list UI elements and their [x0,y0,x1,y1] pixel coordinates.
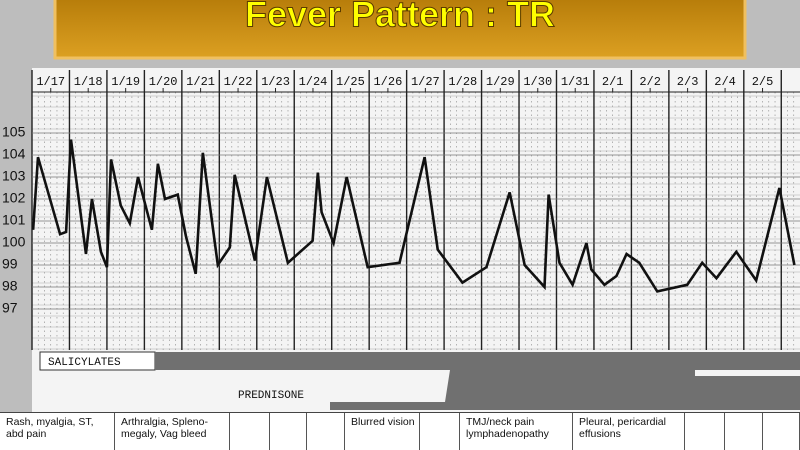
note-cell: Rash, myalgia, ST, abd pain [0,413,115,450]
note-cell-empty [763,413,800,450]
x-tick-label: 1/29 [486,75,515,89]
temperature-line [31,139,796,293]
y-tick-label: 97 [2,300,18,316]
y-tick-label: 98 [2,278,18,294]
x-tick-label: 2/4 [714,75,736,89]
salicylates-bar [155,352,800,370]
note-cell-empty [685,413,725,450]
x-tick-label: 2/5 [752,75,774,89]
x-tick-label: 1/17 [36,75,65,89]
title-banner [53,0,747,60]
note-cell: Blurred vision [345,413,420,450]
x-tick-label: 1/26 [373,75,402,89]
x-tick-label: 1/19 [111,75,140,89]
note-cell: TMJ/neck pain lymphadenopathy [460,413,573,450]
note-cell-empty [725,413,763,450]
x-tick-label: 1/18 [74,75,103,89]
y-tick-label: 101 [2,212,26,228]
x-tick-label: 1/27 [411,75,440,89]
note-cell: Arthralgia, Spleno-megaly, Vag bleed [115,413,230,450]
chart-title: Fever Pattern : TR [245,0,555,35]
x-tick-label: 1/22 [224,75,253,89]
x-tick-label: 1/30 [523,75,552,89]
notes-table: Rash, myalgia, ST, abd pain Arthralgia, … [0,412,800,450]
x-tick-label: 1/25 [336,75,365,89]
medication-label: SALICYLATES [48,357,121,369]
x-tick-label: 1/31 [561,75,590,89]
note-cell-empty [270,413,307,450]
x-tick-label: 1/28 [448,75,477,89]
x-tick-label: 2/3 [677,75,699,89]
x-tick-label: 1/24 [299,75,328,89]
x-tick-label: 1/23 [261,75,290,89]
note-cell-empty [230,413,270,450]
y-tick-label: 103 [2,168,26,184]
x-tick-label: 1/21 [186,75,215,89]
x-tick-label: 2/1 [602,75,624,89]
x-tick-label: 1/20 [149,75,178,89]
chart: Fever Pattern : TR 97 98 99 100 101 102 103 104… [2,0,800,412]
y-tick-label: 102 [2,190,26,206]
x-tick-label: 2/2 [639,75,661,89]
note-cell-empty [307,413,345,450]
y-tick-label: 99 [2,256,18,272]
y-tick-label: 105 [2,124,26,140]
prednisone-bar [330,370,800,410]
medication-label: PREDNISONE [238,390,304,402]
y-tick-label: 104 [2,146,26,162]
prednisone-step [695,370,800,376]
note-cell: Pleural, pericardial effusions [573,413,685,450]
y-tick-label: 100 [2,234,26,250]
note-cell-empty [420,413,460,450]
